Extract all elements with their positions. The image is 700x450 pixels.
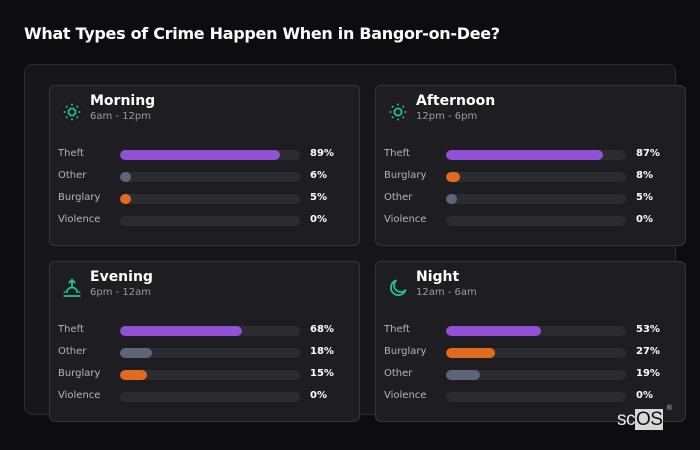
bar-value: 0% bbox=[310, 214, 327, 225]
bar-row-other: Other 6% bbox=[58, 169, 358, 185]
scos-logo: scOS ® bbox=[617, 405, 672, 431]
bar-label: Other bbox=[384, 192, 413, 203]
bar-label: Other bbox=[384, 368, 413, 379]
bar-value: 0% bbox=[636, 214, 653, 225]
bar-value: 15% bbox=[310, 368, 334, 379]
bar-label: Other bbox=[58, 170, 87, 181]
bar-row-burglary: Burglary 15% bbox=[58, 367, 358, 383]
bar-fill bbox=[446, 348, 495, 358]
bar-track bbox=[120, 150, 300, 160]
bar-track bbox=[446, 392, 626, 402]
bar-fill bbox=[120, 194, 131, 204]
bar-track bbox=[446, 370, 626, 380]
bar-value: 5% bbox=[310, 192, 327, 203]
bar-track bbox=[446, 326, 626, 336]
bar-label: Violence bbox=[58, 390, 101, 401]
card-title: Evening bbox=[90, 269, 153, 285]
bar-row-burglary: Burglary 5% bbox=[58, 191, 358, 207]
bar-track bbox=[120, 392, 300, 402]
bar-track bbox=[446, 348, 626, 358]
bar-row-other: Other 5% bbox=[384, 191, 684, 207]
card-morning: Morning 6am - 12pm Theft 89% Other 6% Burgla… bbox=[49, 85, 360, 246]
card-time-range: 6am - 12pm bbox=[90, 111, 152, 122]
bar-row-violence: Violence 0% bbox=[384, 213, 684, 229]
bar-row-burglary: Burglary 8% bbox=[384, 169, 684, 185]
bar-fill bbox=[446, 150, 603, 160]
bar-value: 19% bbox=[636, 368, 660, 379]
bar-fill bbox=[446, 326, 542, 336]
bar-value: 0% bbox=[636, 390, 653, 401]
bar-label: Theft bbox=[384, 324, 410, 335]
bar-label: Violence bbox=[58, 214, 101, 225]
bar-label: Theft bbox=[58, 324, 84, 335]
bar-row-other: Other 19% bbox=[384, 367, 684, 383]
bar-fill bbox=[120, 150, 281, 160]
bar-row-theft: Theft 89% bbox=[58, 147, 358, 163]
bar-fill bbox=[120, 326, 243, 336]
bar-row-theft: Theft 87% bbox=[384, 147, 684, 163]
card-title: Afternoon bbox=[416, 93, 496, 109]
bar-row-other: Other 18% bbox=[58, 345, 358, 361]
card-time-range: 12am - 6am bbox=[416, 287, 477, 298]
bar-label: Theft bbox=[384, 148, 410, 159]
bar-value: 8% bbox=[636, 170, 653, 181]
bar-fill bbox=[120, 370, 147, 380]
bar-row-violence: Violence 0% bbox=[58, 389, 358, 405]
bar-row-theft: Theft 53% bbox=[384, 323, 684, 339]
moon-icon bbox=[390, 279, 407, 296]
bar-track bbox=[446, 172, 626, 182]
bar-value: 6% bbox=[310, 170, 327, 181]
logo-os: OS bbox=[635, 409, 664, 430]
logo-sc: sc bbox=[617, 409, 636, 430]
bar-label: Violence bbox=[384, 390, 427, 401]
card-time-range: 6pm - 12am bbox=[90, 287, 152, 298]
bar-row-violence: Violence 0% bbox=[58, 213, 358, 229]
bar-fill bbox=[446, 194, 457, 204]
bar-value: 53% bbox=[636, 324, 660, 335]
bar-value: 27% bbox=[636, 346, 660, 357]
card-afternoon: Afternoon 12pm - 6pm Theft 87% Burglary 8% O… bbox=[375, 85, 686, 246]
sun-icon bbox=[63, 103, 81, 121]
bar-label: Theft bbox=[58, 148, 84, 159]
bar-label: Burglary bbox=[384, 170, 427, 181]
bar-track bbox=[446, 194, 626, 204]
bar-fill bbox=[120, 172, 131, 182]
bar-value: 87% bbox=[636, 148, 660, 159]
sunset-icon bbox=[63, 278, 81, 297]
bar-label: Burglary bbox=[58, 368, 101, 379]
bar-label: Burglary bbox=[384, 346, 427, 357]
sun-icon bbox=[389, 103, 407, 121]
bar-value: 5% bbox=[636, 192, 653, 203]
bar-track bbox=[446, 150, 626, 160]
bar-value: 0% bbox=[310, 390, 327, 401]
bar-label: Other bbox=[58, 346, 87, 357]
card-title: Night bbox=[416, 269, 460, 285]
bar-fill bbox=[446, 370, 481, 380]
card-night: Night 12am - 6am Theft 53% Burglary 27% Othe… bbox=[375, 261, 686, 422]
bar-track bbox=[120, 194, 300, 204]
bar-fill bbox=[446, 172, 461, 182]
bar-track bbox=[120, 348, 300, 358]
page-title: What Types of Crime Happen When in Bango… bbox=[24, 24, 500, 43]
bar-row-violence: Violence 0% bbox=[384, 389, 684, 405]
bar-value: 68% bbox=[310, 324, 334, 335]
bar-value: 89% bbox=[310, 148, 334, 159]
bar-value: 18% bbox=[310, 346, 334, 357]
card-title: Morning bbox=[90, 93, 156, 109]
card-time-range: 12pm - 6pm bbox=[416, 111, 478, 122]
bar-label: Violence bbox=[384, 214, 427, 225]
bar-track bbox=[120, 216, 300, 226]
bar-fill bbox=[120, 348, 153, 358]
bar-label: Burglary bbox=[58, 192, 101, 203]
bar-track bbox=[120, 370, 300, 380]
registered-mark: ® bbox=[666, 405, 672, 412]
bar-row-theft: Theft 68% bbox=[58, 323, 358, 339]
bar-track bbox=[446, 216, 626, 226]
bar-row-burglary: Burglary 27% bbox=[384, 345, 684, 361]
bar-track bbox=[120, 326, 300, 336]
bar-track bbox=[120, 172, 300, 182]
card-evening: Evening 6pm - 12am Theft 68% Other 18% Burgl… bbox=[49, 261, 360, 422]
